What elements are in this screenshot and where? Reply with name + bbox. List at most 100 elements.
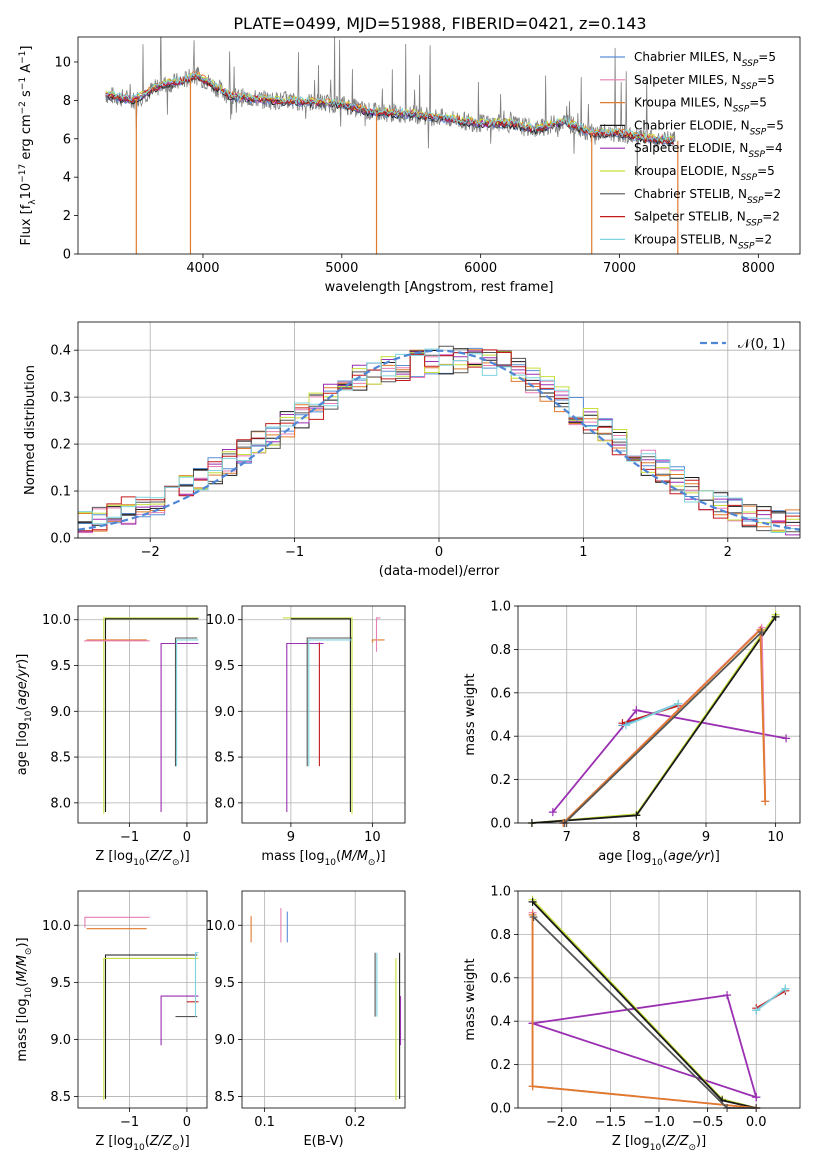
- y-tick-label: 9.0: [50, 705, 71, 720]
- point-marker: [782, 734, 791, 743]
- y-tick-label: 8.5: [214, 751, 235, 766]
- legend-label: Chabrier STELIB, NSSP=2: [634, 187, 781, 206]
- x-tick-label: 0: [183, 1115, 191, 1130]
- normal-curve: [77, 349, 801, 531]
- x-axis-label: Z [log10(Z/Z⊙)]: [612, 1134, 706, 1153]
- y-axis-label: mass weight: [463, 958, 478, 1040]
- legend-label: Kroupa STELIB, NSSP=2: [634, 232, 772, 251]
- y-tick-label: 9.0: [214, 1033, 235, 1048]
- series-line: [552, 709, 787, 813]
- x-axis-label: Z [log10(Z/Z⊙)]: [95, 1134, 189, 1153]
- y-tick-label: 4: [63, 171, 71, 186]
- plot-frame: [77, 605, 208, 824]
- legend-label: Salpeter ELODIE, NSSP=4: [634, 141, 783, 160]
- y-tick-label: 9.0: [214, 705, 235, 720]
- histogram-series: [78, 351, 800, 532]
- error-bar-line: [104, 618, 199, 812]
- x-tick-label: 4000: [186, 261, 219, 276]
- x-tick-label: 8000: [742, 261, 775, 276]
- spectrum-lines: [105, 37, 679, 254]
- point-marker: [771, 612, 780, 621]
- error-bar-line: [176, 639, 199, 767]
- series-line: [531, 901, 757, 1109]
- axes-6: −1 0 8.5 9.0 9.5 10.0 Z [log10(Z/Z⊙)] mass [log…: [15, 890, 208, 1153]
- x-tick-label: 0.1: [254, 1115, 275, 1130]
- error-bar-line: [290, 618, 351, 812]
- axes-2: −2 −1 0 1 2 0.0 0.1 0.2 0.3 0.4 (data-model)/error…: [23, 321, 801, 579]
- legend-label: Salpeter MILES, NSSP=5: [634, 73, 775, 92]
- point-marker: [528, 897, 537, 906]
- x-tick-label: 0: [183, 830, 191, 845]
- model-spectrum: [105, 72, 675, 143]
- y-tick-label: 0.4: [490, 730, 511, 745]
- axes-4: 9 10 8.0 8.5 9.0 9.5 10.0 mass [log10(M/M⊙)]: [206, 605, 406, 868]
- error-bar-line: [308, 639, 352, 767]
- point-marker: [761, 797, 770, 806]
- y-tick-label: 0.4: [490, 1015, 511, 1030]
- series-line: [531, 899, 757, 1109]
- y-tick-label: 0.2: [50, 438, 71, 453]
- series-line: [564, 631, 763, 824]
- y-tick-label: 0.2: [490, 1058, 511, 1073]
- error-bar-line: [103, 617, 199, 814]
- y-tick-label: 1.0: [490, 885, 511, 900]
- error-bar-line: [103, 957, 199, 1100]
- y-tick-label: 8.0: [214, 796, 235, 811]
- x-tick-label: 8: [632, 830, 640, 845]
- series-line: [531, 914, 757, 1109]
- y-tick-label: 10.0: [42, 613, 71, 628]
- y-axis-label: mass weight: [463, 673, 478, 755]
- y-tick-label: 0.6: [490, 686, 511, 701]
- x-axis-label: E(B-V): [303, 1134, 343, 1149]
- y-tick-label: 10.0: [42, 919, 71, 934]
- plot-frame: [517, 605, 801, 824]
- legend-label: 𝒩(0, 1): [738, 337, 785, 352]
- y-tick-label: 0.1: [50, 485, 71, 500]
- histogram-series: [78, 348, 800, 533]
- y-tick-label: 9.0: [50, 1033, 71, 1048]
- error-bar-line: [375, 617, 381, 652]
- axes-8: −2.0 −1.5 −1.0 −0.5 0.0 0.0 0.2 0.4 0.6 0.8 1.0 Z […: [463, 885, 801, 1153]
- series-line: [531, 912, 757, 1109]
- y-tick-label: 8.5: [50, 751, 71, 766]
- legend-label: Chabrier ELODIE, NSSP=5: [634, 118, 784, 137]
- y-tick-label: 0.0: [490, 1102, 511, 1117]
- y-tick-label: 1.0: [490, 600, 511, 615]
- x-tick-label: 9: [287, 830, 295, 845]
- x-tick-label: 10: [364, 830, 381, 845]
- y-tick-label: 0.0: [490, 817, 511, 832]
- axes-5: 7 8 9 10 0.0 0.2 0.4 0.6 0.8 1.0 age [log10(age/yr…: [463, 600, 801, 868]
- y-tick-label: 0.8: [490, 643, 511, 658]
- legend-label: Salpeter STELIB, NSSP=2: [634, 210, 780, 229]
- y-tick-label: 0.2: [490, 773, 511, 788]
- y-tick-label: 0.6: [490, 971, 511, 986]
- point-marker: [528, 1082, 537, 1091]
- point-marker: [621, 721, 630, 730]
- legend-label: Chabrier MILES, NSSP=5: [634, 50, 776, 69]
- y-axis-label: mass [log10(M/M⊙)]: [15, 937, 34, 1061]
- x-tick-label: 0: [435, 545, 443, 560]
- point-marker: [757, 628, 766, 637]
- y-tick-label: 9.5: [50, 976, 71, 991]
- point-marker: [618, 719, 627, 728]
- y-tick-label: 0.3: [50, 391, 71, 406]
- y-tick-label: 0.8: [490, 928, 511, 943]
- point-marker: [781, 984, 790, 993]
- x-tick-label: 6000: [464, 261, 497, 276]
- point-marker: [632, 811, 641, 820]
- y-tick-label: 8: [63, 94, 71, 109]
- y-tick-label: 2: [63, 209, 71, 224]
- x-tick-label: −1: [285, 545, 304, 560]
- series-line: [625, 702, 679, 727]
- x-tick-label: −0.5: [692, 1115, 724, 1130]
- x-axis-label: wavelength [Angstrom, rest frame]: [325, 280, 554, 295]
- y-tick-label: 6: [63, 132, 71, 147]
- error-bar-line: [286, 642, 324, 812]
- y-tick-label: 8.5: [214, 1090, 235, 1105]
- point-marker: [529, 913, 538, 922]
- x-tick-label: 2: [724, 545, 732, 560]
- legend-label: Kroupa MILES, NSSP=5: [634, 96, 767, 115]
- x-tick-label: −1.5: [595, 1115, 627, 1130]
- error-bar-line: [160, 995, 199, 1046]
